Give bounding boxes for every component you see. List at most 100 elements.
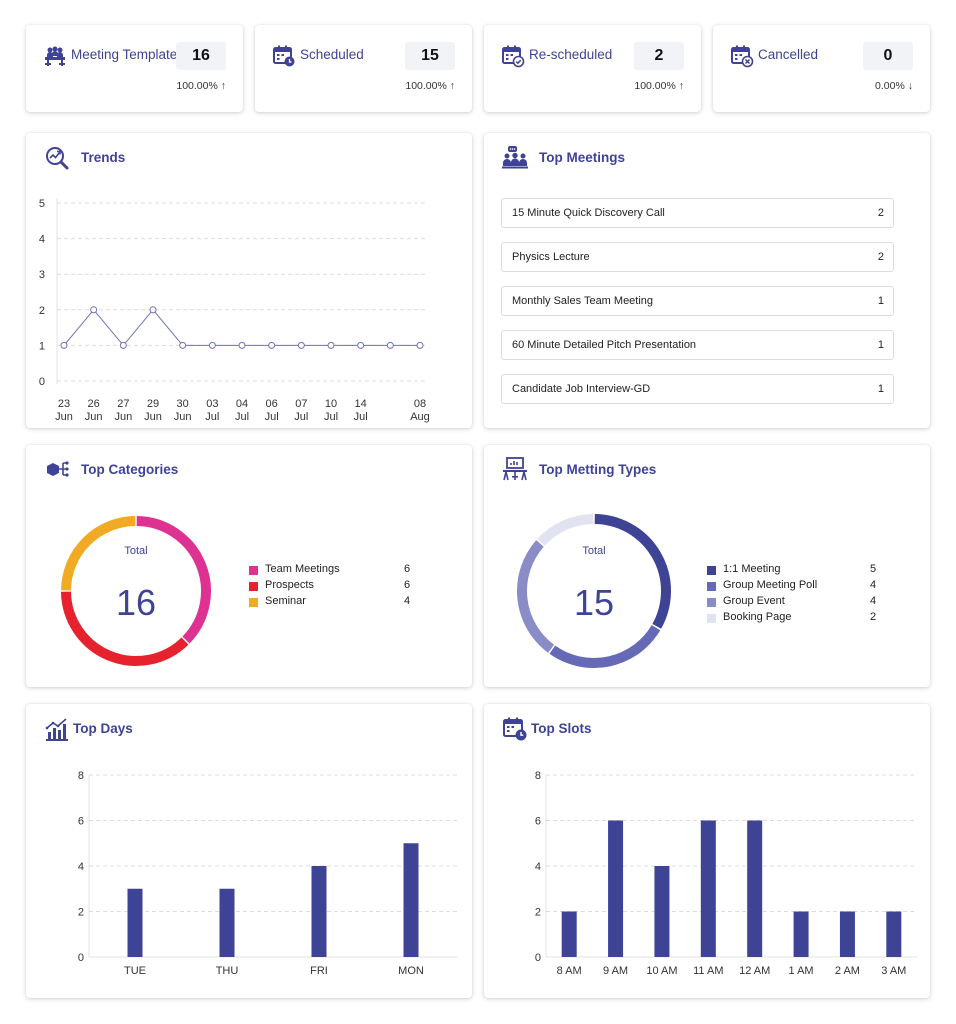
legend-label: Group Meeting Poll bbox=[723, 579, 818, 591]
bar bbox=[403, 843, 419, 957]
panel-title: Top Meetings bbox=[539, 150, 625, 165]
y-tick-label: 2 bbox=[535, 907, 541, 919]
stat-card-scheduled[interactable]: Scheduled 15 100.00% ↑ bbox=[255, 25, 472, 112]
bar-trend-icon bbox=[45, 718, 68, 741]
legend-swatch bbox=[249, 582, 258, 591]
bar bbox=[654, 866, 670, 957]
x-tick-label: 9 AM bbox=[603, 965, 628, 977]
legend-item: Group Event 4 bbox=[707, 595, 877, 611]
y-tick-label: 1 bbox=[39, 340, 45, 352]
stat-change: 0.00% ↓ bbox=[875, 80, 913, 92]
y-tick-label: 2 bbox=[78, 907, 84, 919]
x-tick-label: 29 bbox=[147, 398, 159, 410]
bar bbox=[886, 911, 902, 957]
bar bbox=[311, 866, 327, 957]
legend-swatch bbox=[249, 566, 258, 575]
bar bbox=[747, 820, 763, 957]
presentation-icon bbox=[503, 457, 527, 481]
bar bbox=[219, 888, 235, 957]
calendar-check-icon bbox=[502, 45, 525, 68]
legend-label: Group Event bbox=[723, 595, 785, 607]
stat-card-cancelled[interactable]: Cancelled 0 0.00% ↓ bbox=[713, 25, 930, 112]
x-tick-label: 08 bbox=[414, 398, 426, 410]
stat-value: 0 bbox=[863, 42, 913, 70]
stat-value: 16 bbox=[176, 42, 226, 70]
meeting-name: 15 Minute Quick Discovery Call bbox=[512, 207, 665, 219]
x-tick-label: 2 AM bbox=[835, 965, 860, 977]
data-point bbox=[238, 341, 246, 349]
legend-swatch bbox=[707, 582, 716, 591]
legend-swatch bbox=[707, 566, 716, 575]
meeting-count: 1 bbox=[877, 383, 884, 395]
group-chat-icon bbox=[502, 146, 528, 169]
y-tick-label: 3 bbox=[39, 269, 45, 281]
list-item[interactable]: Candidate Job Interview-GD 1 bbox=[501, 374, 894, 404]
data-point bbox=[119, 341, 127, 349]
stat-title: Meeting Template bbox=[71, 47, 178, 62]
meeting-types-donut-chart bbox=[517, 514, 671, 668]
y-tick-label: 0 bbox=[78, 952, 84, 964]
x-tick-label: Aug bbox=[410, 411, 430, 423]
data-point bbox=[149, 306, 157, 314]
trend-search-icon bbox=[46, 147, 69, 170]
donut-total-label: Total bbox=[582, 545, 606, 557]
category-hierarchy-icon bbox=[47, 461, 69, 477]
y-tick-label: 8 bbox=[78, 770, 84, 782]
x-tick-label: MON bbox=[398, 965, 424, 977]
data-point bbox=[327, 341, 335, 349]
meeting-count: 2 bbox=[877, 207, 884, 219]
data-point bbox=[60, 341, 68, 349]
legend-label: Prospects bbox=[265, 579, 314, 591]
meeting-name: Monthly Sales Team Meeting bbox=[512, 295, 654, 307]
stat-card-meeting-template[interactable]: Meeting Template 16 100.00% ↑ bbox=[26, 25, 243, 112]
y-tick-label: 8 bbox=[535, 770, 541, 782]
panel-title: Top Metting Types bbox=[539, 462, 657, 477]
x-tick-label: Jun bbox=[114, 411, 132, 423]
donut-slice bbox=[537, 514, 594, 546]
top-meeting-types-panel: Top Metting Types Total 15 1:1 Meeting 5… bbox=[484, 445, 930, 687]
legend-item: Prospects 6 bbox=[249, 579, 419, 595]
donut-slice bbox=[594, 514, 671, 629]
donut-slice bbox=[61, 591, 189, 666]
x-tick-label: Jul bbox=[354, 411, 368, 423]
legend-swatch bbox=[707, 598, 716, 607]
stat-card-rescheduled[interactable]: Re-scheduled 2 100.00% ↑ bbox=[484, 25, 701, 112]
trends-line-chart: 01234523Jun26Jun27Jun29Jun30Jun03Jul04Ju… bbox=[39, 198, 430, 423]
calendar-clock-icon bbox=[503, 717, 527, 741]
y-tick-label: 2 bbox=[39, 305, 45, 317]
stat-title: Re-scheduled bbox=[529, 47, 613, 62]
top-slots-panel: Top Slots 0 2 4 6 8 8 AM 9 AM 10 AM 11 AM 12 AM 1 … bbox=[484, 704, 930, 998]
legend-count: 4 bbox=[870, 579, 877, 591]
y-tick-label: 4 bbox=[39, 234, 45, 246]
bar bbox=[561, 911, 577, 957]
top-slots-bar-chart: 0 2 4 6 8 8 AM 9 AM 10 AM 11 AM 12 AM 1 AM 2 AM 3 AM bbox=[535, 770, 917, 977]
list-item[interactable]: Monthly Sales Team Meeting 1 bbox=[501, 286, 894, 316]
donut-slice bbox=[549, 624, 661, 668]
list-item[interactable]: 60 Minute Detailed Pitch Presentation 1 bbox=[501, 330, 894, 360]
x-tick-label: Jul bbox=[265, 411, 279, 423]
top-days-panel: Top Days 0 2 4 6 8 TUE THU FRI MON bbox=[26, 704, 472, 998]
list-item[interactable]: Physics Lecture 2 bbox=[501, 242, 894, 272]
x-tick-label: 11 AM bbox=[693, 965, 723, 977]
legend-item: Booking Page 2 bbox=[707, 611, 877, 627]
y-tick-label: 0 bbox=[39, 376, 45, 388]
panel-title: Trends bbox=[81, 150, 126, 165]
x-tick-label: Jul bbox=[205, 411, 219, 423]
data-point bbox=[90, 306, 98, 314]
y-tick-label: 0 bbox=[535, 952, 541, 964]
stat-change: 100.00% ↑ bbox=[176, 80, 226, 92]
panel-title: Top Days bbox=[73, 721, 133, 736]
data-point bbox=[179, 341, 187, 349]
stat-change: 100.00% ↑ bbox=[634, 80, 684, 92]
x-tick-label: Jul bbox=[235, 411, 249, 423]
x-tick-label: THU bbox=[216, 965, 239, 977]
meeting-count: 1 bbox=[877, 295, 884, 307]
bar bbox=[700, 820, 716, 957]
y-tick-label: 6 bbox=[78, 816, 84, 828]
list-item[interactable]: 15 Minute Quick Discovery Call 2 bbox=[501, 198, 894, 228]
bar bbox=[127, 888, 143, 957]
donut-total-value: 16 bbox=[115, 582, 157, 623]
meeting-types-legend: 1:1 Meeting 5 Group Meeting Poll 4 Group… bbox=[707, 563, 877, 627]
legend-count: 4 bbox=[870, 595, 877, 607]
meeting-name: Candidate Job Interview-GD bbox=[512, 383, 651, 395]
